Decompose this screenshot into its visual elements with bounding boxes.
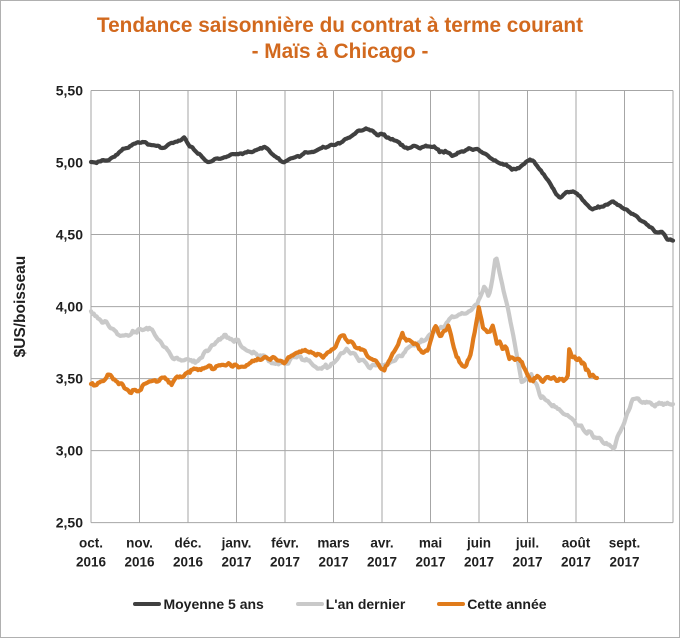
svg-text:2,50: 2,50 [56,515,83,531]
svg-text:2016: 2016 [173,555,204,570]
svg-text:févr.: févr. [271,536,299,551]
svg-text:2017: 2017 [415,555,445,570]
svg-text:2017: 2017 [270,555,300,570]
svg-text:2017: 2017 [464,555,494,570]
svg-text:2016: 2016 [76,555,107,570]
svg-text:3,50: 3,50 [56,371,83,387]
svg-text:sept.: sept. [609,536,641,551]
svg-text:3,00: 3,00 [56,443,83,459]
svg-text:mars: mars [317,536,349,551]
svg-text:déc.: déc. [174,536,201,551]
svg-text:2017: 2017 [512,555,542,570]
svg-text:mai: mai [419,536,442,551]
svg-text:5,50: 5,50 [56,83,83,99]
svg-text:2017: 2017 [609,555,639,570]
svg-text:janv.: janv. [221,536,252,551]
svg-text:4,50: 4,50 [56,227,83,243]
svg-text:5,00: 5,00 [56,155,83,171]
svg-text:$US/boisseau: $US/boisseau [12,256,29,358]
svg-text:2017: 2017 [561,555,591,570]
svg-text:août: août [562,536,591,551]
svg-text:juin: juin [466,536,491,551]
svg-text:2016: 2016 [124,555,155,570]
svg-text:avr.: avr. [370,536,393,551]
svg-text:2017: 2017 [318,555,348,570]
svg-text:2017: 2017 [221,555,251,570]
svg-text:nov.: nov. [126,536,153,551]
svg-text:4,00: 4,00 [56,299,83,315]
svg-text:oct.: oct. [79,536,103,551]
svg-text:2017: 2017 [367,555,397,570]
svg-text:juil.: juil. [515,536,539,551]
